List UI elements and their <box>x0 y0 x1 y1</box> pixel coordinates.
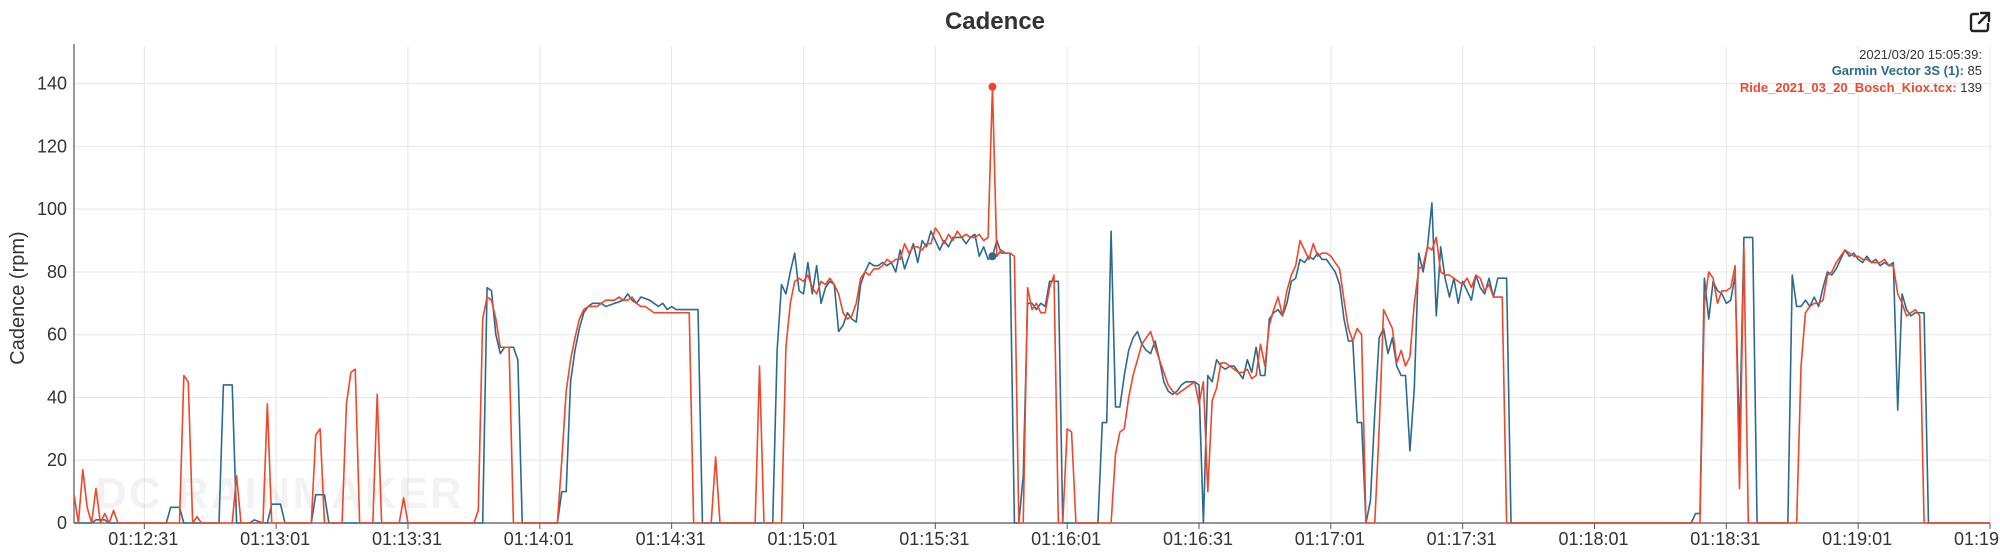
y-tick-label: 60 <box>47 325 67 345</box>
hover-point <box>988 252 997 261</box>
y-tick-label: 140 <box>37 74 67 94</box>
x-tick-label: 01:13:31 <box>372 529 442 549</box>
tooltip-series-value: 85 <box>1968 63 1982 78</box>
tooltip-timestamp: 2021/03/20 15:05:39: <box>1859 47 1982 62</box>
x-tick-label: 01:17:31 <box>1427 529 1497 549</box>
x-tick-label: 01:18:31 <box>1690 529 1760 549</box>
y-tick-label: 0 <box>57 513 67 533</box>
x-tick-label: 01:14:01 <box>504 529 574 549</box>
x-tick-label: 01:16:31 <box>1163 529 1233 549</box>
x-tick-label: 01:14:31 <box>636 529 706 549</box>
y-axis-label: Cadence (rpm) <box>7 231 29 364</box>
y-tick-label: 20 <box>47 450 67 470</box>
y-tick-label: 120 <box>37 136 67 156</box>
series-line-bosch-kiox[interactable] <box>73 86 1990 524</box>
tooltip-entry-bosch: Ride_2021_03_20_Bosch_Kiox.tcx: 139 <box>1740 80 1982 95</box>
grid-layer <box>74 46 1991 524</box>
export-chart-button[interactable] <box>1968 10 1992 34</box>
hover-tooltip: 2021/03/20 15:05:39: Garmin Vector 3S (1… <box>1740 47 1982 95</box>
x-tick-label: 01:16:01 <box>1031 529 1101 549</box>
x-tick-label: 01:12:31 <box>108 529 178 549</box>
x-tick-label: 01:13:01 <box>240 529 310 549</box>
y-tick-label: 80 <box>47 262 67 282</box>
x-tick-label: 01:19:01 <box>1822 529 1892 549</box>
watermark-text: DC RAINMAKER <box>95 469 464 518</box>
x-tick-label: 01:18:01 <box>1558 529 1628 549</box>
x-tick-label: 01:17:01 <box>1295 529 1365 549</box>
x-tick-label: 01:15:31 <box>899 529 969 549</box>
series-layer[interactable] <box>73 86 1990 524</box>
hover-marker-layer <box>988 82 997 261</box>
external-edit-icon <box>1969 11 1991 33</box>
x-tick-label: 01:19:31 <box>1954 529 2000 549</box>
y-tick-label: 40 <box>47 387 67 407</box>
tooltip-series-value: 139 <box>1960 80 1982 95</box>
tooltip-entry-garmin: Garmin Vector 3S (1): 85 <box>1832 63 1982 78</box>
hover-point <box>988 82 997 91</box>
y-tick-label: 100 <box>37 199 67 219</box>
tooltip-series-name: Garmin Vector 3S (1): <box>1832 63 1964 78</box>
chart-title: Cadence <box>945 8 1045 35</box>
tooltip-series-name: Ride_2021_03_20_Bosch_Kiox.tcx: <box>1740 80 1957 95</box>
x-tick-label: 01:15:01 <box>767 529 837 549</box>
